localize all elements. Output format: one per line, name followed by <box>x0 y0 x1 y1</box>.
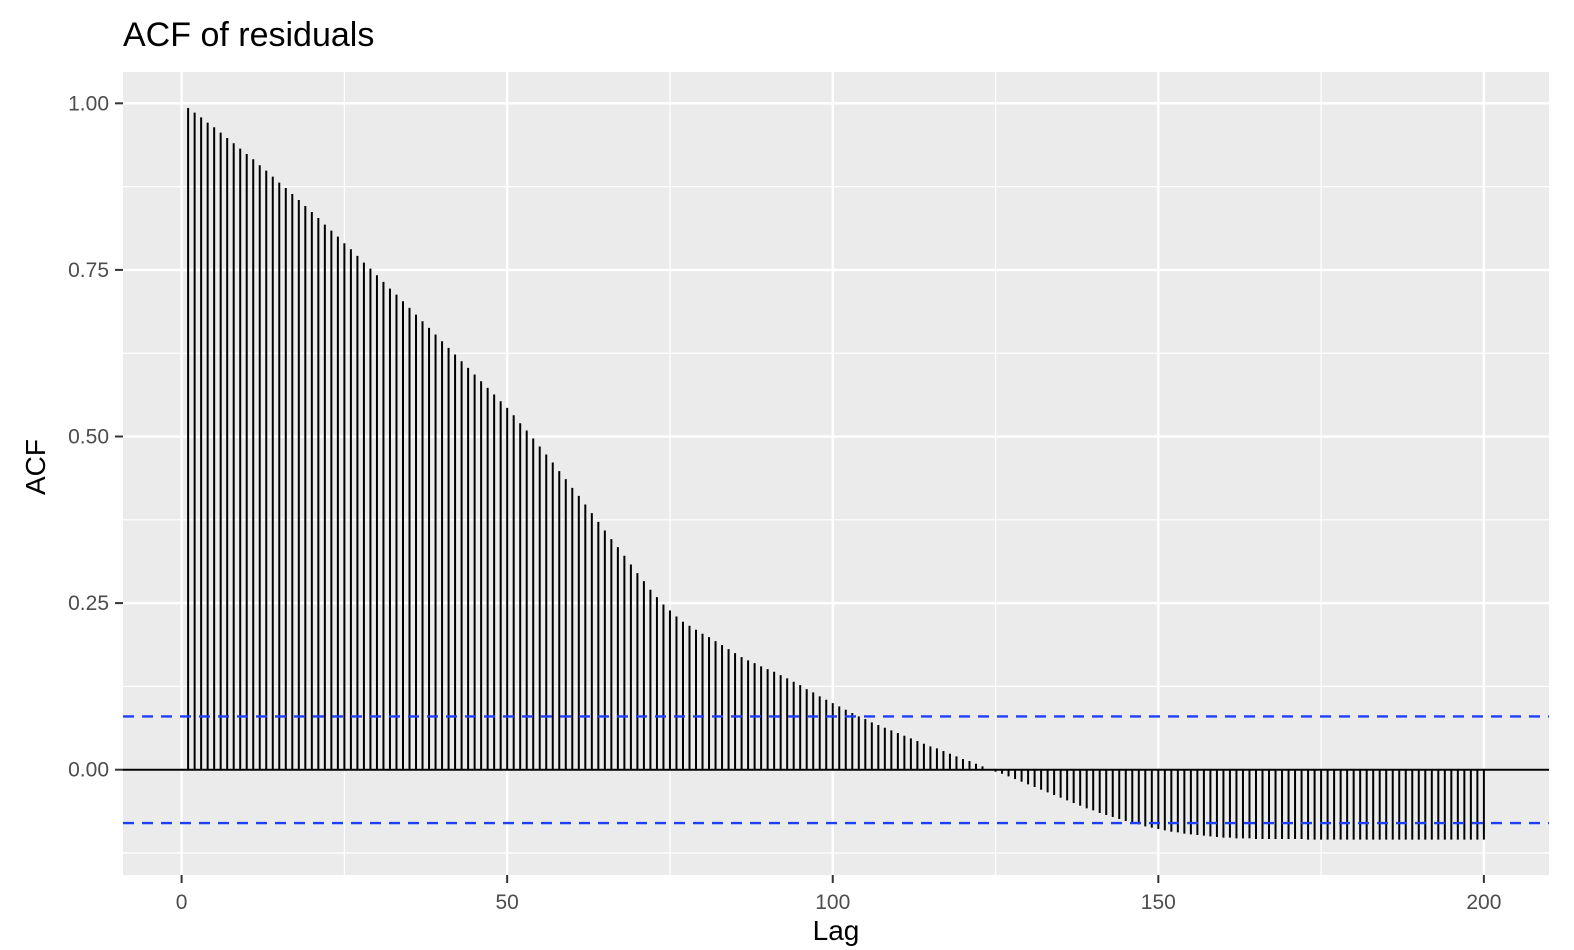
x-tick-label: 100 <box>815 891 850 914</box>
x-tick-label: 50 <box>495 891 518 914</box>
y-tick-label: 0.00 <box>68 759 109 782</box>
plot-panel <box>123 72 1549 875</box>
minor-gridlines <box>123 72 1549 875</box>
y-tick-label: 0.75 <box>68 259 109 282</box>
x-axis-title: Lag <box>813 915 860 946</box>
y-axis: 0.00 0.25 0.50 0.75 1.00 <box>68 92 123 782</box>
x-tick-label: 150 <box>1141 891 1176 914</box>
y-tick-label: 0.50 <box>68 426 109 449</box>
y-tick-label: 0.25 <box>68 592 109 615</box>
x-axis: 0 50 100 150 200 <box>176 875 1501 914</box>
x-tick-label: 200 <box>1466 891 1501 914</box>
y-axis-title: ACF <box>20 439 51 495</box>
chart-title: ACF of residuals <box>123 16 374 54</box>
x-tick-label: 0 <box>176 891 188 914</box>
y-tick-label: 1.00 <box>68 92 109 115</box>
